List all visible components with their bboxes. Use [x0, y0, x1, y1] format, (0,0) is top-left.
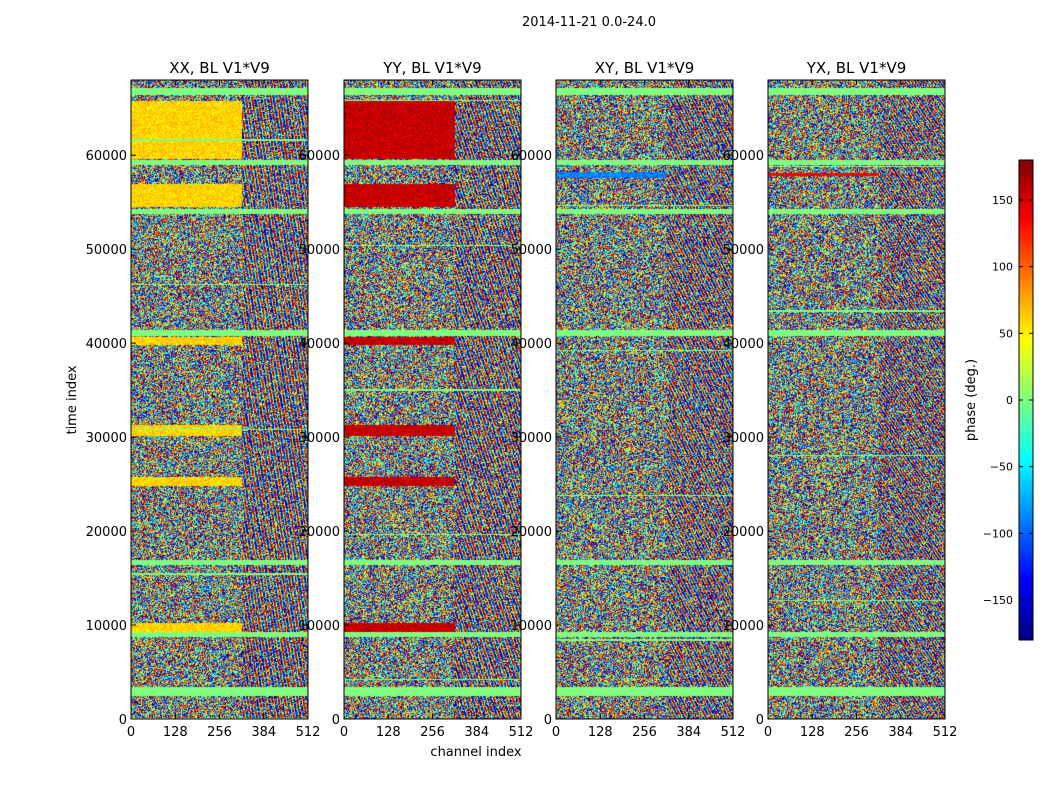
colorbar-tick-label: −100: [983, 527, 1013, 540]
x-tick-label: 512: [721, 725, 746, 740]
x-tick-label: 256: [844, 725, 869, 740]
y-tick-label: 60000: [511, 149, 552, 164]
x-axis-label: channel index: [430, 745, 521, 760]
y-tick-label: 50000: [299, 243, 340, 258]
x-tick-label: 512: [296, 725, 321, 740]
y-tick-label: 50000: [511, 243, 552, 258]
x-tick-label: 0: [340, 725, 348, 740]
y-tick-label: 30000: [299, 431, 340, 446]
colorbar-tick-label: −150: [983, 594, 1013, 607]
colorbar: −150 −100 −50 0 50 100 150: [983, 159, 1034, 641]
panel-title: YX, BL V1*V9: [806, 59, 907, 77]
panel-title: YY, BL V1*V9: [382, 59, 481, 77]
y-tick-label: 40000: [299, 337, 340, 352]
y-tick-label: 40000: [86, 337, 127, 352]
y-tick-label: 20000: [723, 525, 764, 540]
y-tick-label: 20000: [299, 525, 340, 540]
x-tick-label: 128: [800, 725, 825, 740]
y-tick-label: 10000: [511, 619, 552, 634]
y-axis-label: time index: [65, 365, 80, 434]
colorbar-tick-label: −50: [990, 461, 1013, 474]
colorbar-tick-label: 0: [1006, 394, 1013, 407]
x-tick-label: 256: [632, 725, 657, 740]
y-tick-label: 60000: [299, 149, 340, 164]
y-tick-label: 50000: [723, 243, 764, 258]
heatmap-xy: [556, 80, 733, 719]
colorbar-label: phase (deg.): [964, 359, 979, 441]
x-tick-label: 128: [163, 725, 188, 740]
y-tick-label: 10000: [299, 619, 340, 634]
x-tick-label: 0: [764, 725, 772, 740]
x-tick-label: 256: [207, 725, 232, 740]
y-tick-label: 10000: [723, 619, 764, 634]
y-tick-label: 0: [544, 713, 552, 728]
x-tick-label: 0: [127, 725, 135, 740]
y-tick-label: 60000: [86, 149, 127, 164]
x-tick-label: 256: [420, 725, 445, 740]
y-tick-label: 20000: [511, 525, 552, 540]
x-tick-label: 128: [588, 725, 613, 740]
x-tick-label: 128: [376, 725, 401, 740]
panel-yy: YY, BL V1*V9 0 128 256 384 512 0 10000 20000 3000…: [299, 59, 534, 740]
y-tick-label: 60000: [723, 149, 764, 164]
y-tick-label: 10000: [86, 619, 127, 634]
x-tick-label: 384: [676, 725, 701, 740]
panel-yx: YX, BL V1*V9 0 128 256 384 512 0 10000 20000 3000…: [723, 59, 958, 740]
y-tick-label: 40000: [511, 337, 552, 352]
panel-xx: XX, BL V1*V9 0 128 256 384 512 0 10000 20000 3000…: [86, 59, 321, 740]
x-tick-label: 0: [552, 725, 560, 740]
y-tick-label: 20000: [86, 525, 127, 540]
colorbar-tick-label: 50: [999, 327, 1013, 340]
y-tick-label: 0: [756, 713, 764, 728]
x-tick-label: 512: [509, 725, 534, 740]
y-tick-label: 30000: [86, 431, 127, 446]
panels: XX, BL V1*V9 0 128 256 384 512 0 10000 20000 3000…: [86, 59, 958, 740]
x-tick-label: 384: [251, 725, 276, 740]
colorbar-tick-label: 100: [992, 261, 1013, 274]
colorbar-tick-label: 150: [992, 194, 1013, 207]
y-tick-label: 30000: [723, 431, 764, 446]
panel-xy: XY, BL V1*V9 0 128 256 384 512 0 10000 20000 3000…: [511, 59, 746, 740]
x-tick-label: 384: [464, 725, 489, 740]
y-tick-label: 50000: [86, 243, 127, 258]
panel-title: XY, BL V1*V9: [595, 59, 695, 77]
heatmap-yy: [344, 80, 521, 719]
x-tick-label: 512: [933, 725, 958, 740]
y-tick-label: 40000: [723, 337, 764, 352]
y-tick-label: 0: [332, 713, 340, 728]
panel-title: XX, BL V1*V9: [169, 59, 270, 77]
x-tick-label: 384: [888, 725, 913, 740]
y-tick-label: 0: [119, 713, 127, 728]
figure-suptitle: 2014-11-21 0.0-24.0: [522, 15, 656, 30]
colorbar-gradient: [1019, 160, 1033, 640]
y-tick-label: 30000: [511, 431, 552, 446]
heatmap-yx: [768, 80, 945, 719]
heatmap-xx: [131, 80, 308, 719]
